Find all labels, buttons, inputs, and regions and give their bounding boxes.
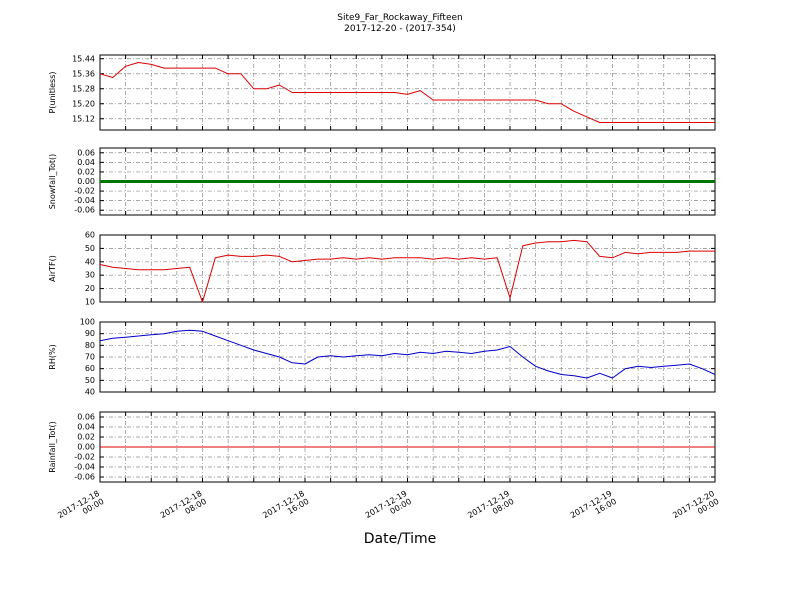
y-tick-label: 0.04	[77, 423, 95, 432]
y-tick-label: 60	[85, 364, 95, 373]
subplot-P: 15.12 15.20 15.28 15.36 15.44 P(unitless)	[48, 54, 716, 131]
y-tick-label: 80	[85, 341, 95, 350]
y-tick-label: 0.00	[77, 177, 95, 186]
y-axis-label: AirTF()	[48, 255, 57, 282]
subplot-RH: 40 50 60 70 80 90 100 RH(%)	[48, 318, 716, 397]
y-tick-label: 15.20	[72, 99, 95, 108]
y-tick-label: 50	[85, 244, 95, 253]
y-tick-label: -0.06	[74, 473, 95, 482]
y-tick-label: 0.06	[77, 148, 95, 157]
y-tick-label: 40	[85, 257, 95, 266]
y-tick-label: 70	[85, 353, 95, 362]
y-tick-label: 15.36	[72, 69, 95, 78]
chart-title-block: Site9_Far_Rockaway_Fifteen 2017-12-20 - …	[0, 13, 800, 35]
y-axis-label: RH(%)	[48, 344, 57, 369]
y-tick-label: -0.02	[74, 187, 95, 196]
y-tick-label: 15.12	[72, 114, 95, 123]
x-tick-label: 2017-12-1908:00	[466, 489, 515, 528]
series-RH	[99, 329, 716, 379]
x-tick-label: 2017-12-1808:00	[159, 489, 208, 528]
x-tick-label: 2017-12-2000:00	[671, 489, 720, 528]
y-tick-label: 15.44	[72, 54, 95, 63]
subplot-Snowfall_Tot: -0.06-0.04-0.020.000.020.040.06 Snowfall_…	[48, 147, 716, 216]
x-tick-label: 2017-12-1916:00	[569, 489, 618, 528]
y-tick-label: -0.04	[74, 463, 95, 472]
y-tick-label: 40	[85, 388, 95, 397]
y-tick-label: 15.28	[72, 84, 95, 93]
y-axis-label: Snowfall_Tot()	[48, 154, 57, 210]
subplot-Rainfall_Tot: -0.06-0.04-0.020.000.020.040.06 Rainfall_…	[48, 411, 716, 483]
x-tick-label: 2017-12-1800:00	[56, 489, 105, 528]
y-axis-label: Rainfall_Tot()	[48, 421, 57, 473]
y-tick-label: 0.02	[77, 433, 95, 442]
y-tick-label: -0.02	[74, 453, 95, 462]
y-tick-label: 50	[85, 376, 95, 385]
y-tick-label: -0.04	[74, 196, 95, 205]
y-tick-label: 100	[80, 318, 95, 327]
series-AirTF	[99, 239, 715, 303]
y-tick-label: 0.04	[77, 158, 95, 167]
x-tick-label: 2017-12-1900:00	[364, 489, 413, 528]
y-tick-label: 60	[85, 231, 95, 240]
y-tick-label: 0.06	[77, 413, 95, 422]
y-tick-label: 0.00	[77, 443, 95, 452]
y-tick-label: 0.02	[77, 167, 95, 176]
y-tick-label: 10	[85, 298, 95, 307]
series-P	[99, 62, 715, 123]
y-tick-label: 20	[85, 284, 95, 293]
x-axis-label: Date/Time	[363, 531, 437, 547]
y-tick-label: 90	[85, 329, 95, 338]
y-tick-label: 30	[85, 271, 95, 280]
y-axis-label: P(unitless)	[48, 71, 57, 113]
y-tick-label: -0.06	[74, 206, 95, 215]
chart-subtitle: 2017-12-20 - (2017-354)	[344, 24, 456, 34]
x-tick-label: 2017-12-1816:00	[261, 489, 310, 528]
chart-title: Site9_Far_Rockaway_Fifteen	[337, 13, 463, 23]
subplot-AirTF: 10 20 30 40 50 60 AirTF()	[48, 231, 716, 307]
